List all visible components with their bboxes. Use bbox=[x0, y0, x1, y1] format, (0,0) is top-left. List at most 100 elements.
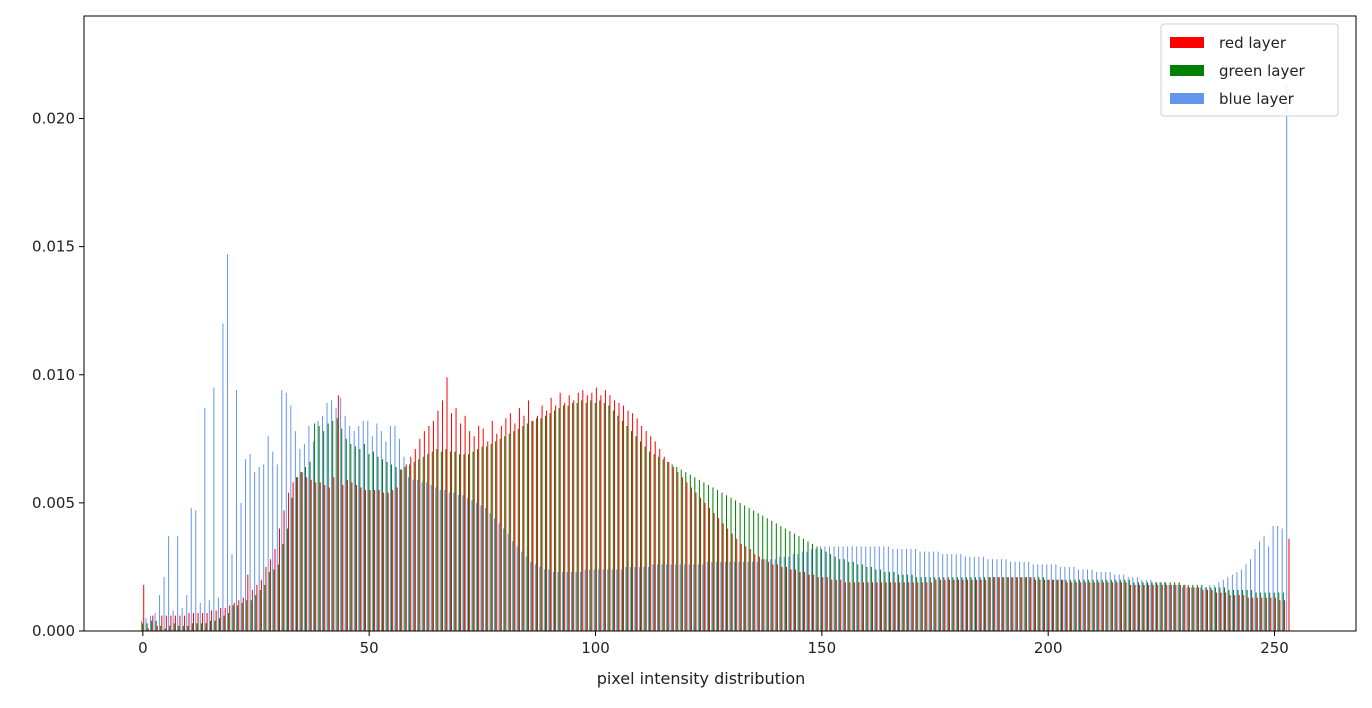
bar bbox=[186, 595, 188, 632]
bar bbox=[276, 464, 278, 631]
bar bbox=[956, 577, 958, 631]
bar bbox=[1080, 582, 1082, 631]
bar bbox=[1231, 574, 1233, 632]
bar bbox=[885, 582, 887, 631]
bar bbox=[872, 582, 874, 631]
bar bbox=[1206, 590, 1208, 631]
x-tick-label: 0 bbox=[138, 639, 148, 657]
bar bbox=[509, 413, 511, 631]
bar bbox=[142, 623, 144, 631]
bar bbox=[1066, 582, 1068, 631]
bar bbox=[694, 477, 696, 631]
bar bbox=[1057, 579, 1059, 631]
bar bbox=[1111, 582, 1113, 631]
bar bbox=[300, 472, 302, 632]
bar bbox=[961, 577, 963, 631]
bar bbox=[1279, 600, 1281, 631]
bar bbox=[604, 390, 606, 632]
bar bbox=[328, 487, 330, 631]
bar bbox=[947, 577, 949, 631]
bar bbox=[480, 505, 482, 631]
bar bbox=[612, 410, 614, 632]
bar bbox=[535, 418, 537, 631]
bar bbox=[776, 564, 778, 632]
bar bbox=[451, 413, 453, 631]
bar bbox=[951, 554, 953, 632]
bar bbox=[254, 472, 256, 632]
bar bbox=[322, 415, 324, 631]
bar bbox=[946, 554, 948, 632]
bar bbox=[190, 508, 192, 631]
bar bbox=[1062, 579, 1064, 631]
bar bbox=[969, 556, 971, 631]
bar bbox=[1020, 577, 1022, 631]
y-tick-label: 0.000 bbox=[32, 622, 75, 640]
bar bbox=[1152, 584, 1154, 632]
bar bbox=[676, 467, 678, 631]
bar bbox=[1205, 587, 1207, 631]
bar bbox=[736, 538, 738, 631]
bar bbox=[503, 528, 505, 631]
bar bbox=[1133, 582, 1135, 631]
bar bbox=[754, 554, 756, 632]
bar bbox=[521, 551, 523, 631]
bar bbox=[1201, 584, 1203, 632]
bar bbox=[1269, 592, 1271, 631]
bar bbox=[427, 454, 429, 631]
bar bbox=[919, 551, 921, 631]
bar bbox=[835, 579, 837, 631]
bar bbox=[712, 487, 714, 631]
bar bbox=[408, 477, 410, 631]
bar bbox=[363, 443, 365, 631]
bar bbox=[410, 456, 412, 631]
bar bbox=[819, 546, 821, 631]
bar bbox=[661, 564, 663, 632]
bar bbox=[445, 449, 447, 631]
bar bbox=[1044, 579, 1046, 631]
bar bbox=[559, 392, 561, 631]
bar bbox=[332, 420, 334, 632]
bar bbox=[766, 518, 768, 631]
bar bbox=[767, 561, 769, 631]
bar bbox=[326, 402, 328, 631]
bar bbox=[496, 433, 498, 631]
bar bbox=[905, 549, 907, 631]
bar bbox=[595, 387, 597, 631]
bar bbox=[555, 405, 557, 631]
bar bbox=[699, 497, 701, 631]
bar bbox=[599, 400, 601, 632]
bar bbox=[288, 492, 290, 632]
bar bbox=[1120, 582, 1122, 631]
bar bbox=[643, 566, 645, 631]
bar bbox=[670, 564, 672, 632]
bar bbox=[360, 487, 362, 631]
bar bbox=[1083, 579, 1085, 631]
bar bbox=[576, 402, 578, 631]
bar bbox=[365, 490, 367, 631]
bar bbox=[730, 497, 732, 631]
bar bbox=[852, 561, 854, 631]
bar bbox=[437, 410, 439, 632]
bar bbox=[526, 423, 528, 631]
bar bbox=[1053, 579, 1055, 631]
bar bbox=[481, 446, 483, 631]
bar bbox=[1029, 577, 1031, 631]
bar bbox=[340, 397, 342, 631]
bar bbox=[1130, 584, 1132, 632]
legend: red layer green layer blue layer bbox=[1160, 23, 1339, 117]
bar bbox=[362, 420, 364, 632]
bar bbox=[1023, 561, 1025, 631]
bar bbox=[834, 556, 836, 631]
bar bbox=[417, 479, 419, 631]
bar bbox=[1151, 582, 1153, 631]
bar bbox=[440, 451, 442, 632]
bar bbox=[182, 625, 184, 632]
bar bbox=[544, 415, 546, 631]
bar bbox=[878, 546, 880, 631]
bar bbox=[265, 566, 267, 631]
bar bbox=[1064, 566, 1066, 631]
bar bbox=[703, 482, 705, 632]
bar bbox=[1218, 582, 1220, 631]
bar bbox=[277, 564, 279, 632]
bar bbox=[888, 572, 890, 631]
